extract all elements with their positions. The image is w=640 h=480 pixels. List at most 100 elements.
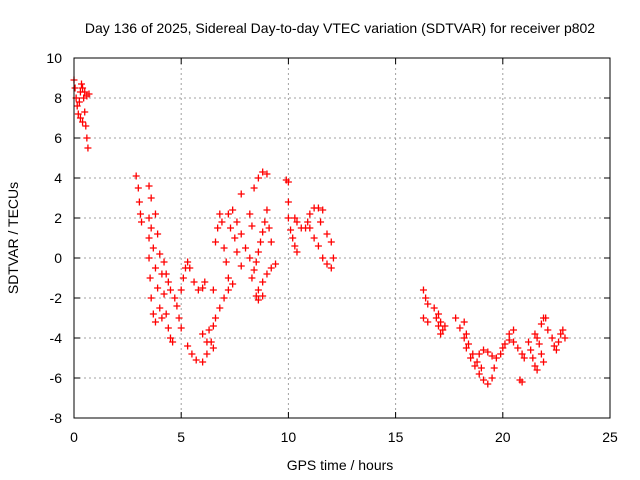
data-point	[559, 326, 567, 334]
data-point	[160, 258, 168, 266]
data-point	[156, 250, 164, 258]
data-point	[537, 350, 545, 358]
data-point	[462, 330, 470, 338]
data-point	[555, 338, 563, 346]
data-point	[460, 318, 468, 326]
data-point	[272, 260, 280, 268]
x-tick-label: 0	[70, 429, 78, 445]
data-point	[166, 286, 174, 294]
data-point	[319, 206, 327, 214]
data-point	[323, 230, 331, 238]
data-point	[201, 278, 209, 286]
data-point	[437, 330, 445, 338]
data-point	[257, 238, 265, 246]
data-point	[469, 350, 477, 358]
data-point	[156, 304, 164, 312]
data-point	[327, 238, 335, 246]
data-point	[82, 122, 90, 130]
data-point	[501, 340, 509, 348]
data-point	[246, 210, 254, 218]
data-point	[164, 278, 172, 286]
data-point	[233, 218, 241, 226]
series-arc-7	[452, 314, 569, 388]
data-point	[248, 222, 256, 230]
data-point	[145, 214, 153, 222]
series-arc-2	[132, 172, 185, 346]
data-point	[432, 314, 440, 322]
x-tick-label: 20	[495, 429, 511, 445]
data-point	[194, 286, 202, 294]
data-point	[284, 178, 292, 186]
data-point	[84, 144, 92, 152]
data-point	[480, 346, 488, 354]
data-point	[231, 234, 239, 242]
data-point	[267, 264, 275, 272]
data-point	[520, 354, 528, 362]
data-point	[145, 182, 153, 190]
data-point	[518, 378, 526, 386]
data-point	[145, 254, 153, 262]
data-point	[525, 338, 533, 346]
data-point	[158, 314, 166, 322]
x-tick-label: 25	[602, 429, 618, 445]
data-point	[293, 218, 301, 226]
y-tick-label: 2	[54, 210, 62, 226]
data-point	[237, 190, 245, 198]
data-point	[529, 354, 537, 362]
data-point	[212, 238, 220, 246]
data-point	[132, 172, 140, 180]
data-point	[162, 270, 170, 278]
data-point	[263, 170, 271, 178]
data-point	[287, 226, 295, 234]
data-point	[291, 242, 299, 250]
data-point	[261, 218, 269, 226]
data-point	[259, 168, 267, 176]
data-point	[177, 324, 185, 332]
data-point	[540, 358, 548, 366]
data-point	[471, 362, 479, 370]
data-point	[73, 102, 81, 110]
data-point	[319, 254, 327, 262]
y-tick-label: -2	[50, 290, 63, 306]
data-point	[216, 210, 224, 218]
data-point	[203, 350, 211, 358]
data-point	[250, 266, 258, 274]
data-point	[505, 330, 513, 338]
y-tick-label: -4	[50, 330, 63, 346]
data-point	[284, 214, 292, 222]
data-point	[220, 294, 228, 302]
data-point	[329, 254, 337, 262]
data-point	[209, 322, 217, 330]
data-point	[78, 80, 86, 88]
data-point	[222, 258, 230, 266]
data-point	[497, 350, 505, 358]
data-point	[561, 334, 569, 342]
data-point	[259, 278, 267, 286]
data-point	[518, 350, 526, 358]
data-point	[550, 342, 558, 350]
data-point	[71, 84, 79, 92]
y-tick-label: 8	[54, 90, 62, 106]
x-tick-label: 5	[177, 429, 185, 445]
data-point	[424, 318, 432, 326]
data-point	[531, 330, 539, 338]
data-point	[505, 336, 513, 344]
data-point	[184, 342, 192, 350]
data-point	[151, 318, 159, 326]
data-point	[188, 350, 196, 358]
y-tick-label: 10	[46, 50, 62, 66]
data-point	[149, 310, 157, 318]
data-point	[237, 262, 245, 270]
data-point	[544, 326, 552, 334]
data-point	[199, 358, 207, 366]
data-point	[79, 84, 87, 92]
data-point	[531, 362, 539, 370]
data-point	[149, 244, 157, 252]
data-point	[317, 218, 325, 226]
data-point	[224, 274, 232, 282]
data-point	[154, 284, 162, 292]
data-point	[434, 322, 442, 330]
x-tick-label: 10	[281, 429, 297, 445]
x-axis-label: GPS time / hours	[287, 457, 394, 473]
